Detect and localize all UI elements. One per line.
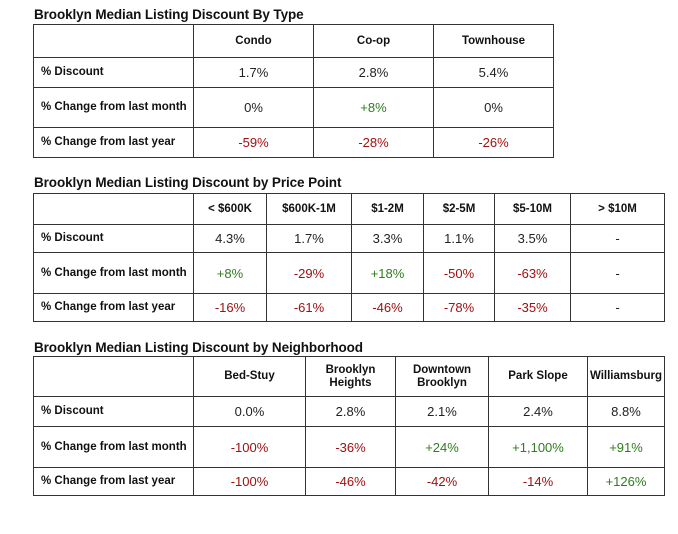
row-label: % Change from last month	[33, 87, 194, 128]
value-cell: 1.7%	[266, 224, 352, 253]
table-by-price-point: < $600K $600K-1M $1-2M $2-5M $5-10M > $1…	[33, 193, 665, 322]
table-row: % Change from last year -59% -28% -26%	[33, 127, 554, 158]
value-cell: -46%	[351, 293, 424, 322]
value-cell: +24%	[395, 426, 489, 468]
value-cell: 1.1%	[423, 224, 495, 253]
value-cell: -	[570, 224, 665, 253]
value-cell: 2.4%	[488, 396, 588, 427]
table-row: % Change from last year -100% -46% -42% …	[33, 467, 665, 496]
column-header: < $600K	[193, 193, 267, 225]
table-by-neighborhood: Bed-Stuy Brooklyn Heights Downtown Brook…	[33, 356, 665, 496]
value-cell: 0%	[193, 87, 314, 128]
value-cell: 0%	[433, 87, 554, 128]
value-cell: -63%	[494, 252, 571, 294]
value-cell: -29%	[266, 252, 352, 294]
value-cell: +8%	[193, 252, 267, 294]
column-header: Townhouse	[433, 24, 554, 58]
value-cell: -26%	[433, 127, 554, 158]
table-row: % Change from last year -16% -61% -46% -…	[33, 293, 665, 322]
table-by-type: Condo Co-op Townhouse % Discount 1.7% 2.…	[33, 24, 554, 158]
column-header: Williamsburg	[587, 356, 665, 397]
column-header: > $10M	[570, 193, 665, 225]
corner-cell	[33, 356, 194, 397]
value-cell: -16%	[193, 293, 267, 322]
row-label: % Discount	[33, 57, 194, 88]
table-row: % Change from last month +8% -29% +18% -…	[33, 252, 665, 294]
table-title-by-type: Brooklyn Median Listing Discount By Type	[34, 7, 304, 22]
corner-cell	[33, 193, 194, 225]
value-cell: -100%	[193, 426, 306, 468]
value-cell: -100%	[193, 467, 306, 496]
value-cell: 2.8%	[313, 57, 434, 88]
column-header: $1-2M	[351, 193, 424, 225]
table-row: % Change from last month -100% -36% +24%…	[33, 426, 665, 468]
value-cell: 2.8%	[305, 396, 396, 427]
table-row: % Discount 1.7% 2.8% 5.4%	[33, 57, 554, 88]
column-header: Park Slope	[488, 356, 588, 397]
value-cell: 5.4%	[433, 57, 554, 88]
corner-cell	[33, 24, 194, 58]
value-cell: -28%	[313, 127, 434, 158]
table-row: % Change from last month 0% +8% 0%	[33, 87, 554, 128]
row-label: % Change from last month	[33, 426, 194, 468]
value-cell: 3.5%	[494, 224, 571, 253]
value-cell: -42%	[395, 467, 489, 496]
header-row: Condo Co-op Townhouse	[33, 24, 554, 58]
column-header: Downtown Brooklyn	[395, 356, 489, 397]
column-header: $600K-1M	[266, 193, 352, 225]
column-header: Brooklyn Heights	[305, 356, 396, 397]
value-cell: 3.3%	[351, 224, 424, 253]
value-cell: -14%	[488, 467, 588, 496]
table-title-by-neighborhood: Brooklyn Median Listing Discount by Neig…	[34, 340, 363, 355]
value-cell: 1.7%	[193, 57, 314, 88]
value-cell: +8%	[313, 87, 434, 128]
row-label: % Discount	[33, 224, 194, 253]
row-label: % Change from last year	[33, 127, 194, 158]
value-cell: -46%	[305, 467, 396, 496]
value-cell: +1,100%	[488, 426, 588, 468]
header-row: Bed-Stuy Brooklyn Heights Downtown Brook…	[33, 356, 665, 397]
column-header: Co-op	[313, 24, 434, 58]
value-cell: -35%	[494, 293, 571, 322]
header-row: < $600K $600K-1M $1-2M $2-5M $5-10M > $1…	[33, 193, 665, 225]
value-cell: 4.3%	[193, 224, 267, 253]
value-cell: -36%	[305, 426, 396, 468]
value-cell: 0.0%	[193, 396, 306, 427]
value-cell: +126%	[587, 467, 665, 496]
column-header: $2-5M	[423, 193, 495, 225]
value-cell: -50%	[423, 252, 495, 294]
row-label: % Change from last month	[33, 252, 194, 294]
row-label: % Change from last year	[33, 293, 194, 322]
value-cell: -78%	[423, 293, 495, 322]
row-label: % Discount	[33, 396, 194, 427]
value-cell: -59%	[193, 127, 314, 158]
column-header: Condo	[193, 24, 314, 58]
value-cell: 8.8%	[587, 396, 665, 427]
value-cell: -	[570, 252, 665, 294]
value-cell: -61%	[266, 293, 352, 322]
table-row: % Discount 4.3% 1.7% 3.3% 1.1% 3.5% -	[33, 224, 665, 253]
column-header: Bed-Stuy	[193, 356, 306, 397]
value-cell: +91%	[587, 426, 665, 468]
value-cell: 2.1%	[395, 396, 489, 427]
table-title-by-price-point: Brooklyn Median Listing Discount by Pric…	[34, 175, 342, 190]
table-row: % Discount 0.0% 2.8% 2.1% 2.4% 8.8%	[33, 396, 665, 427]
column-header: $5-10M	[494, 193, 571, 225]
row-label: % Change from last year	[33, 467, 194, 496]
value-cell: -	[570, 293, 665, 322]
value-cell: +18%	[351, 252, 424, 294]
